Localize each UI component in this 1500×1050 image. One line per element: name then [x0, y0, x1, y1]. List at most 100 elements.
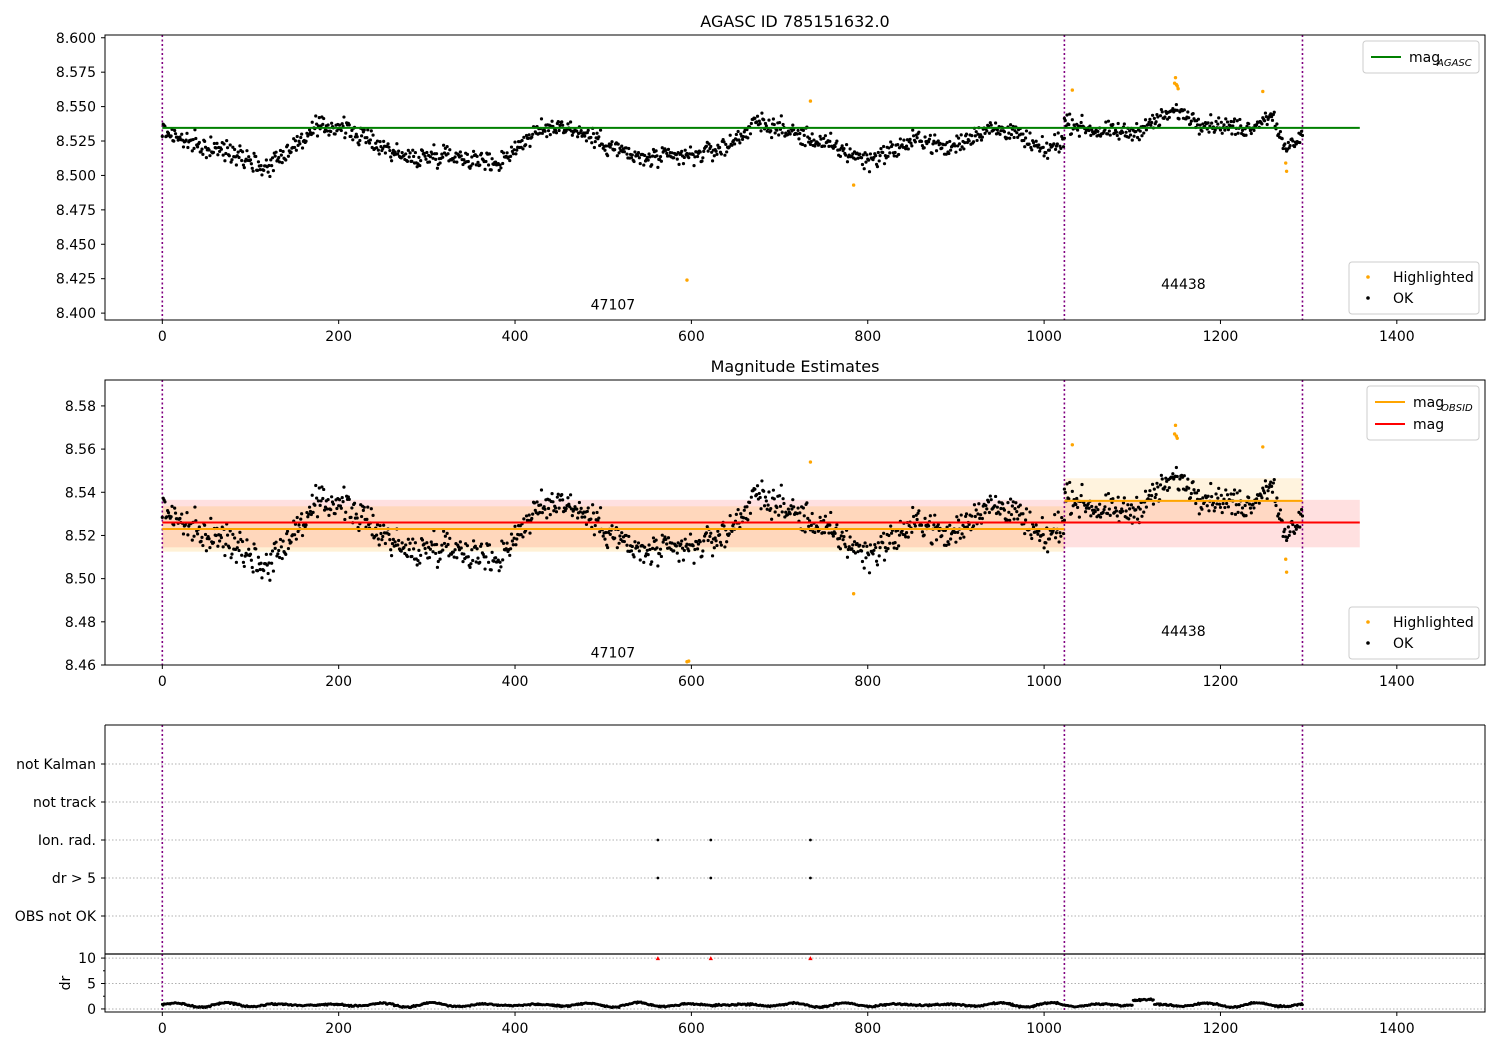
ok-point	[702, 149, 706, 153]
legend-subscript: AGASC	[1436, 58, 1472, 69]
ok-point	[1300, 133, 1305, 138]
ok-point	[1249, 511, 1253, 515]
highlighted-point	[851, 592, 856, 596]
ok-point	[1244, 513, 1248, 518]
ok-point	[1275, 496, 1279, 500]
ok-point	[473, 544, 477, 548]
ok-point	[340, 496, 344, 500]
ok-point	[1013, 506, 1017, 511]
ok-point	[346, 495, 350, 499]
ok-point	[741, 516, 746, 520]
ok-point	[546, 129, 551, 133]
ok-point	[240, 539, 245, 544]
ok-point	[1200, 129, 1204, 133]
y-tick-label: 8.54	[65, 485, 96, 501]
ok-point	[1260, 496, 1264, 500]
ok-point	[755, 492, 759, 497]
ok-point	[949, 148, 953, 152]
ok-point	[256, 555, 261, 559]
ok-point	[350, 128, 354, 132]
ok-point	[971, 140, 976, 144]
ok-point	[415, 165, 419, 169]
ok-point	[566, 122, 570, 126]
ok-point	[1156, 115, 1160, 119]
ok-point	[810, 511, 814, 516]
ok-point	[237, 548, 241, 553]
ok-point	[406, 537, 410, 541]
ok-point	[1225, 501, 1229, 506]
flag-point	[809, 838, 812, 842]
ok-point	[1235, 119, 1239, 123]
ok-point	[1096, 508, 1100, 512]
ok-point	[321, 496, 325, 501]
ok-point	[892, 546, 896, 550]
ok-point	[1046, 550, 1050, 554]
ok-point	[796, 128, 800, 133]
ok-point	[708, 534, 712, 539]
ok-point	[809, 139, 813, 144]
ok-point	[764, 124, 768, 128]
ok-point	[1265, 497, 1269, 501]
ok-point	[1194, 501, 1198, 506]
ok-point	[327, 513, 331, 517]
ok-point	[670, 151, 674, 155]
ok-point	[406, 148, 410, 152]
ok-point	[511, 152, 515, 156]
ok-point	[1269, 480, 1273, 484]
ok-point	[1150, 494, 1154, 498]
ok-point	[214, 533, 218, 538]
ok-point	[304, 139, 308, 143]
ok-point	[864, 556, 868, 560]
ok-point	[1286, 525, 1290, 529]
ok-point	[423, 154, 427, 158]
ok-point	[1053, 536, 1058, 540]
ok-point	[948, 523, 952, 527]
ok-point	[231, 532, 235, 536]
ok-point	[863, 151, 867, 155]
ok-point	[773, 510, 777, 514]
ok-point	[1055, 142, 1059, 146]
ok-point	[395, 142, 399, 146]
ok-point	[630, 153, 634, 157]
ok-point	[1198, 123, 1202, 127]
ok-point	[561, 498, 565, 502]
ok-point	[695, 540, 699, 544]
ok-point	[347, 497, 351, 501]
ok-point	[908, 137, 912, 141]
ok-point	[979, 513, 983, 517]
ok-point	[730, 143, 734, 147]
ok-point	[791, 123, 795, 127]
ok-point	[413, 541, 417, 545]
ok-point	[416, 558, 420, 563]
ok-point	[340, 122, 344, 126]
ok-point	[364, 141, 368, 145]
legend-dot-swatch	[1366, 275, 1370, 279]
x-tick-label: 800	[854, 1021, 881, 1037]
ok-point	[887, 146, 891, 150]
ok-point	[419, 553, 423, 557]
ok-point	[446, 152, 450, 156]
ok-point	[975, 138, 979, 143]
ok-point	[441, 548, 445, 552]
ok-point	[926, 140, 931, 144]
ok-point	[1217, 502, 1222, 506]
ok-point	[983, 511, 987, 515]
ok-point	[1240, 128, 1245, 132]
ok-point	[1224, 117, 1228, 121]
ok-point	[675, 551, 679, 555]
ok-point	[538, 510, 542, 515]
ok-point	[1209, 481, 1213, 486]
ok-point	[1105, 132, 1110, 136]
ok-point	[377, 152, 381, 156]
ok-point	[1087, 128, 1091, 133]
ok-point	[620, 144, 624, 148]
ok-point	[659, 554, 664, 559]
ok-point	[459, 546, 463, 550]
ok-point	[818, 515, 822, 519]
ok-point	[850, 547, 854, 551]
ok-point	[294, 537, 298, 541]
ok-point	[556, 492, 560, 496]
ok-point	[840, 530, 844, 534]
ok-point	[795, 512, 799, 516]
ok-point	[400, 541, 404, 545]
